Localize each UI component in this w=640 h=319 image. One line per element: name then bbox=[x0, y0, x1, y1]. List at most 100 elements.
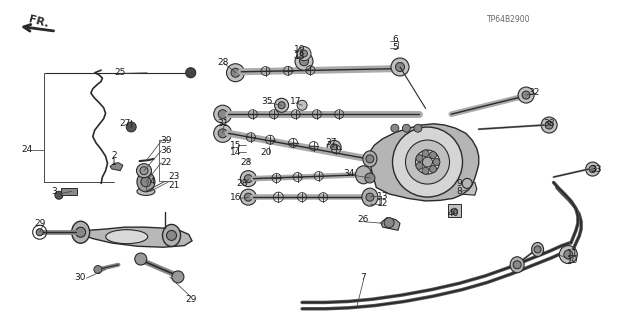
Circle shape bbox=[186, 68, 196, 78]
Circle shape bbox=[518, 87, 534, 103]
Circle shape bbox=[433, 159, 440, 166]
Text: 35: 35 bbox=[262, 97, 273, 106]
Circle shape bbox=[586, 162, 600, 176]
Ellipse shape bbox=[163, 225, 180, 246]
Circle shape bbox=[214, 105, 232, 123]
Text: 15: 15 bbox=[230, 141, 241, 150]
Circle shape bbox=[244, 174, 252, 183]
Circle shape bbox=[218, 129, 227, 138]
Circle shape bbox=[451, 208, 458, 214]
Ellipse shape bbox=[106, 230, 148, 244]
Circle shape bbox=[55, 191, 63, 199]
Text: 1: 1 bbox=[111, 158, 116, 167]
Ellipse shape bbox=[137, 172, 155, 192]
Ellipse shape bbox=[363, 151, 377, 167]
Text: 38: 38 bbox=[543, 119, 555, 128]
Circle shape bbox=[36, 229, 43, 236]
Circle shape bbox=[94, 265, 102, 274]
Circle shape bbox=[214, 124, 232, 142]
Text: 29: 29 bbox=[185, 295, 196, 304]
Text: 19: 19 bbox=[294, 45, 305, 54]
Text: 32: 32 bbox=[529, 88, 540, 97]
Circle shape bbox=[241, 189, 256, 205]
Circle shape bbox=[559, 246, 577, 263]
Circle shape bbox=[301, 50, 307, 57]
Circle shape bbox=[406, 140, 449, 184]
Circle shape bbox=[218, 110, 227, 119]
Ellipse shape bbox=[356, 166, 371, 184]
Ellipse shape bbox=[362, 188, 378, 206]
Text: TP64B2900: TP64B2900 bbox=[487, 15, 531, 24]
Text: 27: 27 bbox=[119, 119, 131, 128]
Text: 25: 25 bbox=[115, 68, 126, 77]
Circle shape bbox=[415, 150, 440, 174]
Text: 22: 22 bbox=[161, 158, 172, 167]
Circle shape bbox=[414, 124, 422, 132]
Circle shape bbox=[416, 162, 423, 169]
Circle shape bbox=[392, 127, 463, 197]
Circle shape bbox=[429, 152, 436, 159]
Text: 28: 28 bbox=[236, 179, 248, 188]
Text: 39: 39 bbox=[161, 136, 172, 145]
Ellipse shape bbox=[532, 242, 543, 256]
Circle shape bbox=[126, 122, 136, 132]
Text: 33: 33 bbox=[591, 165, 602, 174]
Circle shape bbox=[327, 140, 341, 154]
Text: 28: 28 bbox=[217, 58, 228, 67]
Circle shape bbox=[227, 64, 244, 82]
Circle shape bbox=[300, 57, 308, 66]
Text: 9: 9 bbox=[457, 179, 462, 188]
Circle shape bbox=[422, 150, 429, 157]
Text: 29: 29 bbox=[34, 219, 45, 228]
Polygon shape bbox=[76, 227, 192, 247]
Bar bbox=[448, 204, 461, 217]
Text: 20: 20 bbox=[260, 148, 271, 157]
Circle shape bbox=[140, 167, 148, 175]
Circle shape bbox=[534, 246, 541, 253]
Text: 10: 10 bbox=[567, 256, 579, 265]
Text: 21: 21 bbox=[168, 181, 180, 189]
Text: 12: 12 bbox=[377, 199, 388, 208]
Text: 24: 24 bbox=[21, 145, 33, 154]
Circle shape bbox=[513, 261, 521, 269]
Polygon shape bbox=[110, 163, 123, 171]
Polygon shape bbox=[381, 218, 400, 230]
Text: 13: 13 bbox=[377, 192, 388, 201]
Ellipse shape bbox=[137, 187, 155, 196]
Circle shape bbox=[384, 218, 394, 228]
Circle shape bbox=[541, 117, 557, 133]
Circle shape bbox=[331, 144, 337, 151]
Circle shape bbox=[241, 171, 256, 187]
Text: 31: 31 bbox=[217, 119, 228, 128]
Text: 3: 3 bbox=[52, 187, 57, 196]
Ellipse shape bbox=[72, 221, 90, 243]
Polygon shape bbox=[370, 124, 479, 201]
Circle shape bbox=[76, 227, 86, 237]
Text: 23: 23 bbox=[168, 172, 180, 181]
Text: 8: 8 bbox=[457, 187, 462, 196]
Circle shape bbox=[589, 166, 596, 173]
Text: 14: 14 bbox=[230, 148, 241, 157]
Circle shape bbox=[231, 68, 240, 77]
Circle shape bbox=[295, 52, 313, 70]
Circle shape bbox=[172, 271, 184, 283]
Text: 30: 30 bbox=[74, 273, 86, 282]
Text: 2: 2 bbox=[111, 151, 116, 160]
Ellipse shape bbox=[510, 257, 524, 273]
Circle shape bbox=[522, 91, 530, 99]
Text: 28: 28 bbox=[241, 158, 252, 167]
Circle shape bbox=[422, 167, 429, 174]
Circle shape bbox=[366, 155, 374, 163]
Text: 26: 26 bbox=[358, 215, 369, 224]
Circle shape bbox=[416, 155, 423, 162]
Circle shape bbox=[396, 63, 404, 71]
Circle shape bbox=[244, 193, 252, 201]
Text: 7: 7 bbox=[361, 273, 366, 282]
Text: 11: 11 bbox=[567, 249, 579, 258]
Circle shape bbox=[545, 121, 553, 129]
Bar bbox=[61, 188, 77, 195]
Circle shape bbox=[297, 100, 307, 110]
Circle shape bbox=[135, 253, 147, 265]
Text: 17: 17 bbox=[290, 97, 301, 106]
Text: 4: 4 bbox=[150, 177, 155, 186]
